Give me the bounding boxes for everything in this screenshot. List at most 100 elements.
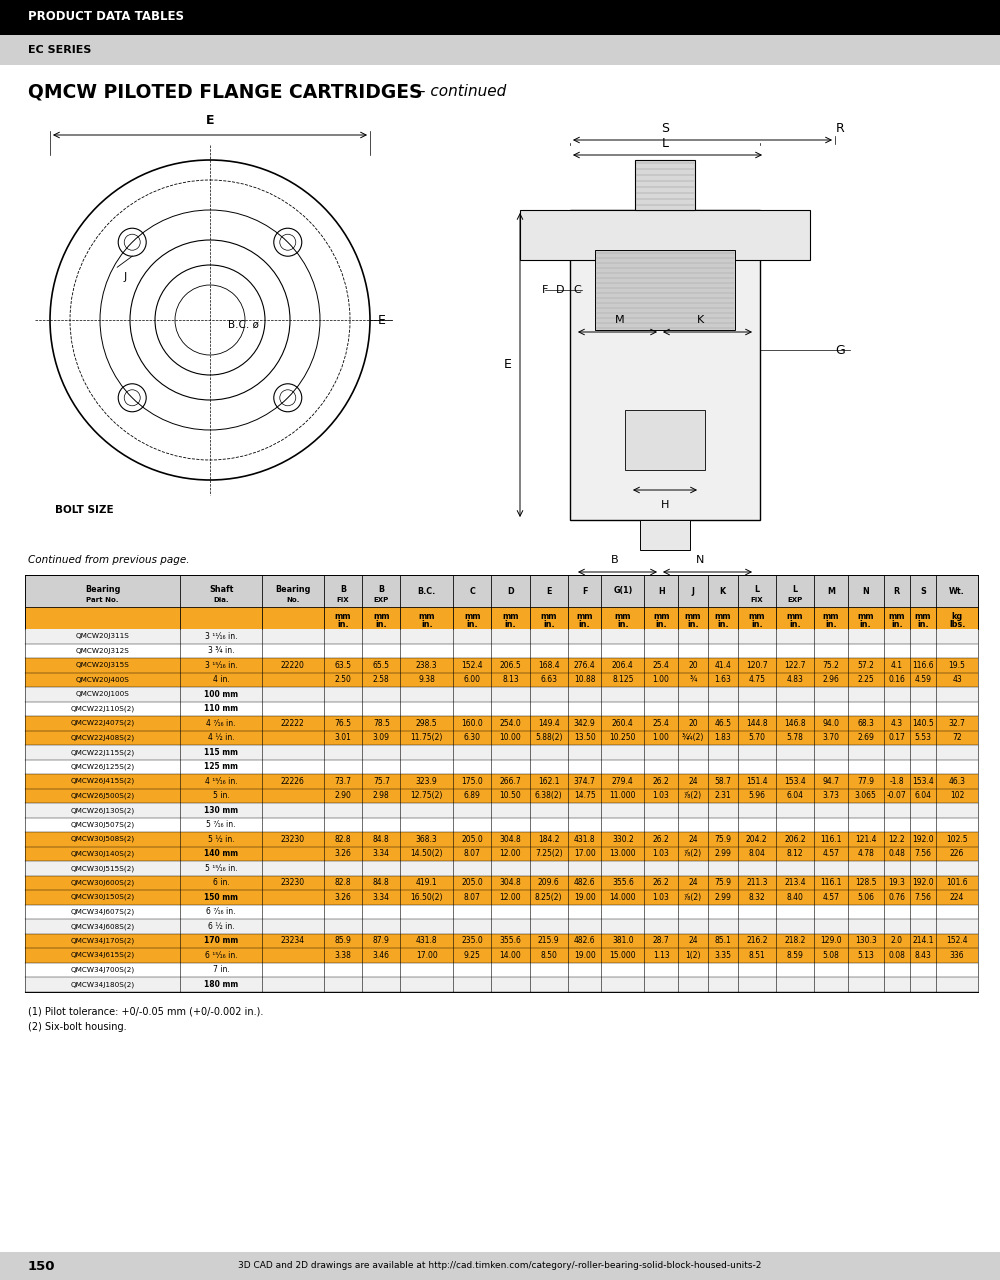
- Text: 24: 24: [688, 777, 698, 786]
- Text: mm: mm: [823, 612, 839, 621]
- Text: 19.5: 19.5: [949, 660, 966, 669]
- Text: 6 in.: 6 in.: [213, 878, 229, 887]
- Text: 0.76: 0.76: [888, 892, 905, 901]
- Text: 254.0: 254.0: [500, 719, 521, 728]
- Text: 46.5: 46.5: [714, 719, 731, 728]
- Text: 150: 150: [28, 1260, 56, 1272]
- Text: B: B: [611, 556, 619, 564]
- Text: 5 ¹⁵⁄₁₆ in.: 5 ¹⁵⁄₁₆ in.: [205, 864, 237, 873]
- Text: (1) Pilot tolerance: +0/-0.05 mm (+0/-0.002 in.).: (1) Pilot tolerance: +0/-0.05 mm (+0/-0.…: [28, 1006, 263, 1016]
- Text: EC SERIES: EC SERIES: [28, 45, 91, 55]
- Text: 304.8: 304.8: [500, 835, 521, 844]
- Text: 46.3: 46.3: [949, 777, 966, 786]
- Text: 482.6: 482.6: [574, 936, 595, 945]
- Text: 23230: 23230: [281, 878, 305, 887]
- Text: 5.88(2): 5.88(2): [535, 733, 562, 742]
- Text: QMCW30J150S(2): QMCW30J150S(2): [71, 893, 135, 901]
- Text: QMCW26J415S(2): QMCW26J415S(2): [71, 778, 135, 785]
- Bar: [0, 1252, 1000, 1280]
- Text: QMCW34J607S(2): QMCW34J607S(2): [71, 909, 135, 915]
- Text: 7.56: 7.56: [914, 849, 931, 859]
- Text: 25.4: 25.4: [653, 660, 670, 669]
- Text: mm: mm: [419, 612, 435, 621]
- Text: 4 ¹⁵⁄₁₆ in.: 4 ¹⁵⁄₁₆ in.: [205, 777, 237, 786]
- Bar: [25, 644, 978, 658]
- Text: 75.7: 75.7: [373, 777, 390, 786]
- Bar: [25, 933, 978, 948]
- Text: 10.250: 10.250: [610, 733, 636, 742]
- Bar: [595, 250, 735, 330]
- Text: S: S: [920, 586, 926, 595]
- Text: 144.8: 144.8: [746, 719, 768, 728]
- Text: 1.00: 1.00: [653, 676, 670, 685]
- Text: 216.2: 216.2: [746, 936, 768, 945]
- Text: B: B: [378, 585, 384, 594]
- Text: 3.34: 3.34: [373, 849, 390, 859]
- Bar: [25, 716, 978, 731]
- Text: F: F: [542, 285, 548, 294]
- Text: in.: in.: [505, 620, 516, 628]
- Text: in.: in.: [917, 620, 929, 628]
- Text: 211.3: 211.3: [746, 878, 768, 887]
- Text: QMCW22J407S(2): QMCW22J407S(2): [71, 719, 135, 727]
- Text: 16.50(2): 16.50(2): [411, 892, 443, 901]
- Text: 115 mm: 115 mm: [204, 748, 238, 756]
- Text: 8.43: 8.43: [915, 951, 931, 960]
- Text: M: M: [827, 586, 835, 595]
- Text: L: L: [792, 585, 798, 594]
- Text: in.: in.: [421, 620, 433, 628]
- Bar: [25, 575, 978, 607]
- Bar: [25, 861, 978, 876]
- Text: ⁷⁄₈(2): ⁷⁄₈(2): [684, 849, 702, 859]
- Text: 146.8: 146.8: [784, 719, 806, 728]
- Text: mm: mm: [615, 612, 631, 621]
- Text: 17.00: 17.00: [416, 951, 438, 960]
- Text: 2.58: 2.58: [373, 676, 390, 685]
- Text: lbs.: lbs.: [949, 620, 965, 628]
- Bar: [520, 210, 810, 260]
- Text: 215.9: 215.9: [538, 936, 560, 945]
- Text: 128.5: 128.5: [855, 878, 876, 887]
- Text: 1.63: 1.63: [714, 676, 731, 685]
- Text: 11.000: 11.000: [610, 791, 636, 800]
- Text: 1.03: 1.03: [653, 791, 670, 800]
- Text: 4 ½ in.: 4 ½ in.: [208, 733, 234, 742]
- Text: 2.50: 2.50: [335, 676, 352, 685]
- Text: Dia.: Dia.: [213, 596, 229, 603]
- Text: in.: in.: [751, 620, 763, 628]
- Bar: [25, 905, 978, 919]
- Text: 12.00: 12.00: [500, 849, 521, 859]
- Text: 120.7: 120.7: [746, 660, 768, 669]
- Text: 68.3: 68.3: [857, 719, 874, 728]
- Text: 204.2: 204.2: [746, 835, 768, 844]
- Text: 3.70: 3.70: [822, 733, 839, 742]
- Text: 6 ½ in.: 6 ½ in.: [208, 922, 234, 931]
- Text: 140.5: 140.5: [912, 719, 934, 728]
- Text: 4 ⁷⁄₁₆ in.: 4 ⁷⁄₁₆ in.: [206, 719, 236, 728]
- Text: 235.0: 235.0: [461, 936, 483, 945]
- Text: Continued from previous page.: Continued from previous page.: [28, 556, 190, 564]
- Text: C: C: [573, 285, 581, 294]
- Text: QMCW34J615S(2): QMCW34J615S(2): [71, 952, 135, 959]
- Text: 116.1: 116.1: [820, 878, 842, 887]
- Text: 24: 24: [688, 878, 698, 887]
- Text: 1.03: 1.03: [653, 849, 670, 859]
- Text: 4.57: 4.57: [822, 892, 839, 901]
- Text: 170 mm: 170 mm: [204, 936, 238, 945]
- Text: 8.32: 8.32: [748, 892, 765, 901]
- Bar: [25, 658, 978, 672]
- Text: 5.13: 5.13: [857, 951, 874, 960]
- Text: 19.00: 19.00: [574, 892, 595, 901]
- Text: mm: mm: [685, 612, 701, 621]
- Text: B: B: [340, 585, 346, 594]
- Text: E: E: [378, 314, 386, 326]
- Bar: [25, 977, 978, 992]
- Text: 43: 43: [952, 676, 962, 685]
- Text: 10.88: 10.88: [574, 676, 595, 685]
- Text: 2.99: 2.99: [714, 849, 731, 859]
- Text: 6.63: 6.63: [540, 676, 557, 685]
- Text: 184.2: 184.2: [538, 835, 559, 844]
- Text: 4 in.: 4 in.: [213, 676, 229, 685]
- Bar: [25, 687, 978, 701]
- Text: QMCW30J600S(2): QMCW30J600S(2): [71, 879, 135, 886]
